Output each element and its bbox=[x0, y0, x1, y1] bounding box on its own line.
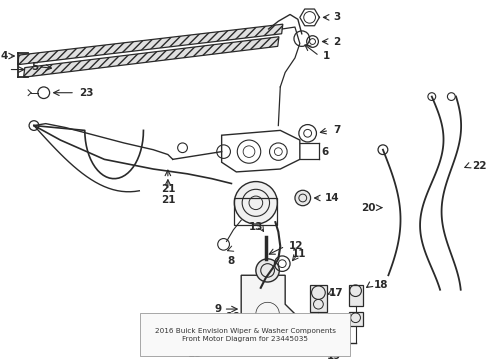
Text: 23: 23 bbox=[79, 88, 93, 98]
Text: 2: 2 bbox=[332, 36, 340, 46]
Polygon shape bbox=[23, 37, 278, 77]
Circle shape bbox=[225, 325, 241, 341]
Text: 6: 6 bbox=[321, 147, 328, 157]
Text: 15: 15 bbox=[187, 350, 202, 359]
Text: 8: 8 bbox=[227, 256, 235, 266]
Polygon shape bbox=[241, 275, 294, 357]
Circle shape bbox=[234, 181, 277, 224]
Bar bbox=[348, 285, 363, 306]
Text: 19: 19 bbox=[326, 351, 341, 360]
Text: 9: 9 bbox=[214, 304, 221, 314]
Text: 2016 Buick Envision Wiper & Washer Components
Front Motor Diagram for 23445035: 2016 Buick Envision Wiper & Washer Compo… bbox=[154, 328, 335, 342]
Text: 5: 5 bbox=[31, 62, 38, 72]
Bar bbox=[234, 198, 277, 225]
Text: 13: 13 bbox=[248, 222, 263, 232]
Circle shape bbox=[255, 259, 279, 282]
Text: 16: 16 bbox=[225, 312, 240, 321]
Bar bbox=[348, 312, 363, 327]
Text: 11: 11 bbox=[291, 249, 306, 259]
Text: 22: 22 bbox=[471, 161, 486, 171]
Circle shape bbox=[206, 343, 226, 360]
Text: 21: 21 bbox=[160, 184, 175, 194]
Text: 21: 21 bbox=[160, 195, 175, 205]
Circle shape bbox=[294, 190, 310, 206]
Text: 1: 1 bbox=[323, 51, 330, 61]
Text: 10: 10 bbox=[296, 330, 311, 340]
Text: 17: 17 bbox=[328, 288, 343, 298]
Polygon shape bbox=[18, 24, 282, 65]
Text: 12: 12 bbox=[288, 241, 303, 251]
Text: 4: 4 bbox=[0, 51, 7, 61]
Text: 14: 14 bbox=[325, 193, 339, 203]
Text: 3: 3 bbox=[332, 12, 340, 22]
Text: 18: 18 bbox=[373, 280, 388, 290]
Text: 20: 20 bbox=[361, 203, 375, 213]
Text: 7: 7 bbox=[332, 125, 340, 135]
Bar bbox=[309, 285, 326, 312]
